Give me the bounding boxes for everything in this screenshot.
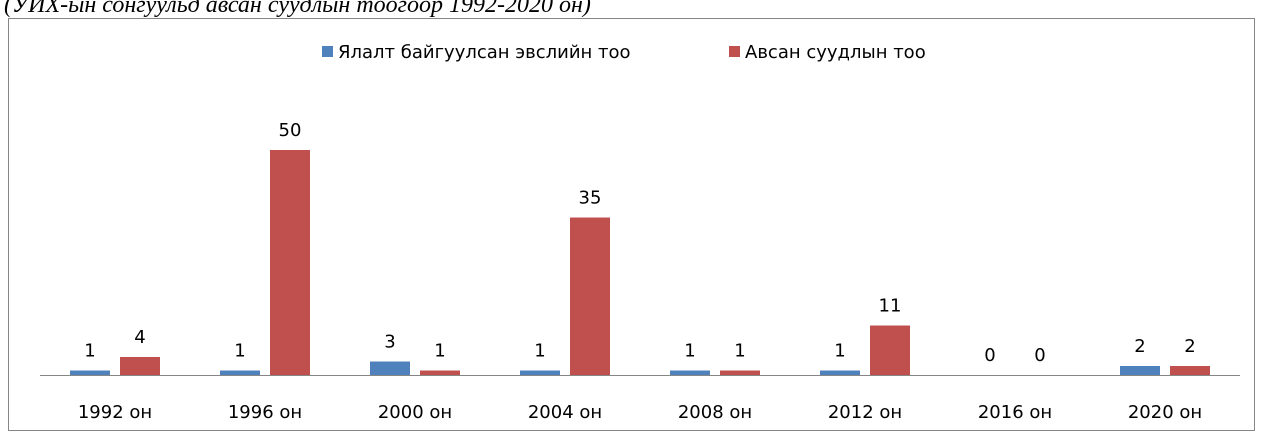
data-label: 1 <box>434 341 445 362</box>
bar <box>720 370 760 375</box>
legend-label: Авсан суудлын тоо <box>745 42 926 63</box>
x-tick-label: 2004 он <box>528 402 602 423</box>
data-label: 50 <box>279 120 302 141</box>
bar <box>1170 366 1210 375</box>
x-tick-label: 2000 он <box>378 402 452 423</box>
bar <box>220 370 260 375</box>
data-label: 1 <box>834 341 845 362</box>
data-label: 35 <box>579 188 602 209</box>
x-tick-label: 2012 он <box>828 402 902 423</box>
data-label: 1 <box>534 341 545 362</box>
data-label: 1 <box>734 341 745 362</box>
bar <box>670 370 710 375</box>
bar <box>1120 366 1160 375</box>
bar <box>370 361 410 375</box>
bar <box>820 370 860 375</box>
data-label: 11 <box>879 296 902 317</box>
data-label: 1 <box>684 341 695 362</box>
bar <box>120 357 160 375</box>
data-label: 0 <box>1034 345 1045 366</box>
data-label: 4 <box>134 327 145 348</box>
x-tick-label: 2008 он <box>678 402 752 423</box>
data-label: 0 <box>984 345 995 366</box>
x-tick-label: 2020 он <box>1128 402 1202 423</box>
data-label: 1 <box>234 341 245 362</box>
bar <box>570 217 610 375</box>
legend-label: Ялалт байгуулсан эвслийн тоо <box>338 42 631 63</box>
x-tick-label: 2016 он <box>978 402 1052 423</box>
bar <box>420 370 460 375</box>
chart-title: (УИХ-ын сонгуульд авсан суудлын тоогоор … <box>4 0 591 18</box>
legend-swatch <box>729 46 740 57</box>
legend-swatch <box>322 46 333 57</box>
x-tick-label: 1992 он <box>78 402 152 423</box>
chart-frame <box>8 18 1255 431</box>
data-label: 2 <box>1134 336 1145 357</box>
data-label: 2 <box>1184 336 1195 357</box>
data-label: 1 <box>84 341 95 362</box>
bar <box>520 370 560 375</box>
bar <box>870 325 910 375</box>
bar <box>70 370 110 375</box>
x-tick-label: 1996 он <box>228 402 302 423</box>
data-label: 3 <box>384 332 395 353</box>
bar <box>270 150 310 375</box>
